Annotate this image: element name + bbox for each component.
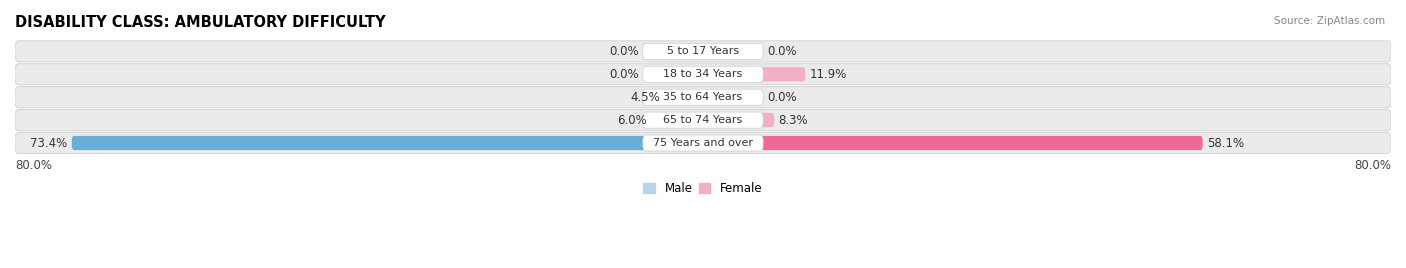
Text: 80.0%: 80.0%	[1354, 159, 1391, 172]
FancyBboxPatch shape	[15, 41, 1391, 62]
Text: 5 to 17 Years: 5 to 17 Years	[666, 46, 740, 56]
FancyBboxPatch shape	[643, 43, 763, 59]
FancyBboxPatch shape	[703, 136, 1202, 150]
Text: 75 Years and over: 75 Years and over	[652, 138, 754, 148]
FancyBboxPatch shape	[664, 90, 703, 104]
Text: 8.3%: 8.3%	[779, 114, 808, 126]
Text: 80.0%: 80.0%	[15, 159, 52, 172]
FancyBboxPatch shape	[15, 110, 1391, 131]
Text: 11.9%: 11.9%	[810, 68, 846, 81]
Text: 6.0%: 6.0%	[617, 114, 647, 126]
Text: DISABILITY CLASS: AMBULATORY DIFFICULTY: DISABILITY CLASS: AMBULATORY DIFFICULTY	[15, 15, 385, 30]
FancyBboxPatch shape	[15, 132, 1391, 154]
Text: 0.0%: 0.0%	[768, 91, 797, 104]
Text: 0.0%: 0.0%	[768, 45, 797, 58]
Text: 4.5%: 4.5%	[630, 91, 659, 104]
FancyBboxPatch shape	[15, 64, 1391, 85]
Legend: Male, Female: Male, Female	[638, 178, 768, 200]
FancyBboxPatch shape	[643, 89, 763, 105]
Text: 35 to 64 Years: 35 to 64 Years	[664, 92, 742, 102]
Text: 18 to 34 Years: 18 to 34 Years	[664, 69, 742, 79]
FancyBboxPatch shape	[15, 87, 1391, 108]
Text: 73.4%: 73.4%	[30, 136, 67, 150]
Text: 65 to 74 Years: 65 to 74 Years	[664, 115, 742, 125]
FancyBboxPatch shape	[643, 135, 763, 151]
Text: 0.0%: 0.0%	[609, 45, 638, 58]
FancyBboxPatch shape	[643, 66, 763, 82]
Text: 58.1%: 58.1%	[1206, 136, 1244, 150]
Text: Source: ZipAtlas.com: Source: ZipAtlas.com	[1274, 16, 1385, 26]
FancyBboxPatch shape	[651, 113, 703, 127]
FancyBboxPatch shape	[72, 136, 703, 150]
Text: 0.0%: 0.0%	[609, 68, 638, 81]
FancyBboxPatch shape	[643, 112, 763, 128]
FancyBboxPatch shape	[703, 67, 806, 81]
FancyBboxPatch shape	[703, 113, 775, 127]
